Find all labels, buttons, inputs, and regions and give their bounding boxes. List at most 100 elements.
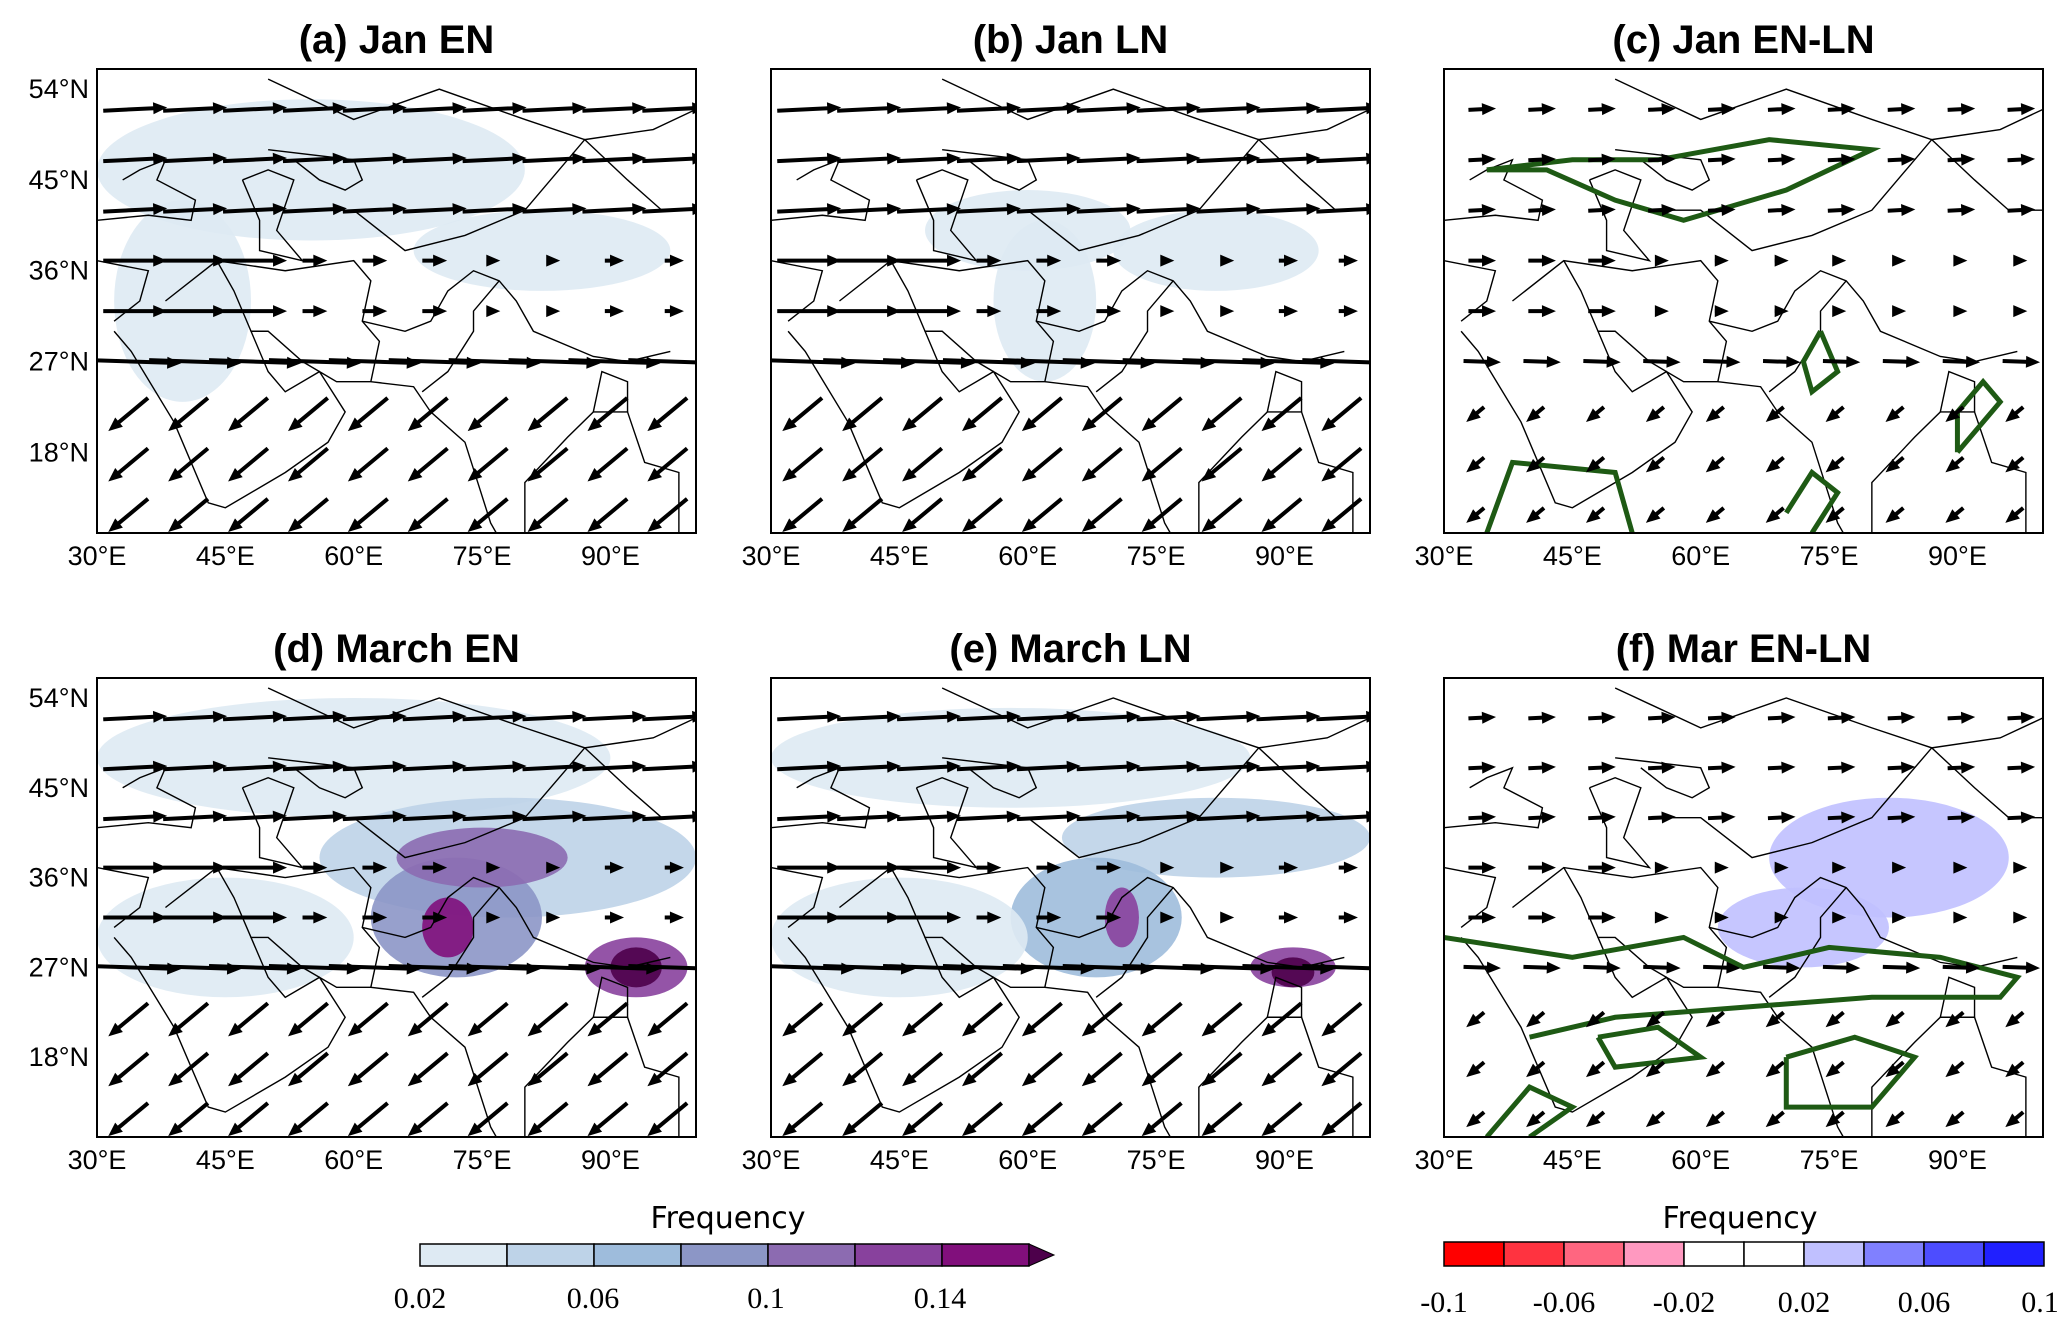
map-frame bbox=[770, 68, 1371, 534]
wind-vector bbox=[1316, 714, 1370, 722]
wind-vector-head bbox=[1825, 458, 1841, 473]
wind-vector-head bbox=[1366, 152, 1370, 165]
wind-vector-head bbox=[1960, 103, 1976, 116]
wind-vector-head bbox=[1721, 761, 1736, 774]
wind-vector-head bbox=[1006, 152, 1021, 165]
lon-tick-label: 90°E bbox=[1928, 1145, 1987, 1175]
wind-vector bbox=[1086, 497, 1123, 529]
contour-line bbox=[1484, 1084, 1578, 1137]
wind-vector-head bbox=[1714, 254, 1729, 267]
wind-vector bbox=[173, 497, 210, 529]
wind-vector bbox=[222, 206, 280, 214]
wind-vector bbox=[966, 446, 1004, 478]
wind-vector-head bbox=[587, 1122, 603, 1137]
wind-vector bbox=[412, 497, 449, 529]
wind-vector bbox=[956, 105, 1014, 113]
wind-vector bbox=[292, 1001, 330, 1033]
wind-vector-head bbox=[1945, 1013, 1960, 1028]
wind-vector-head bbox=[272, 760, 288, 773]
wind-vector bbox=[1146, 396, 1183, 428]
shading-region bbox=[1113, 210, 1319, 291]
wind-vector bbox=[1146, 446, 1183, 478]
wind-vector-head bbox=[512, 710, 527, 723]
wind-vector-head bbox=[1261, 1022, 1277, 1037]
wind-vector-head bbox=[1601, 153, 1616, 166]
wind-vector bbox=[462, 206, 519, 214]
wind-vector bbox=[777, 206, 834, 214]
wind-vector-head bbox=[332, 102, 347, 115]
wind-vector bbox=[342, 714, 399, 722]
wind-vector bbox=[1256, 814, 1313, 822]
wind-vector bbox=[906, 497, 944, 529]
colorbar-title: Frequency bbox=[1663, 1201, 1818, 1236]
wind-vector-head bbox=[1726, 355, 1741, 368]
colorbar-swatch bbox=[1683, 1241, 1745, 1267]
wind-vector-head bbox=[1186, 810, 1201, 823]
wind-vector-head bbox=[1901, 153, 1916, 166]
wind-vector-head bbox=[1021, 1072, 1037, 1087]
wind-vector-head bbox=[168, 417, 183, 432]
wind-vector-head bbox=[1081, 467, 1097, 482]
wind-vector-head bbox=[1246, 810, 1261, 823]
wind-vector-head bbox=[1066, 203, 1081, 216]
wind-vector-head bbox=[1586, 1063, 1601, 1078]
wind-vector-head bbox=[1601, 305, 1616, 318]
wind-vector-head bbox=[1366, 203, 1370, 216]
shading-region bbox=[1271, 957, 1315, 988]
coastline bbox=[216, 260, 252, 332]
wind-vector-head bbox=[168, 1072, 183, 1087]
wind-vector bbox=[522, 714, 579, 722]
wind-vector bbox=[173, 1101, 210, 1133]
wind-vector-head bbox=[1586, 408, 1601, 422]
wind-vector bbox=[232, 1051, 270, 1083]
wind-vector-head bbox=[332, 810, 347, 823]
wind-vector-head bbox=[1885, 1113, 1901, 1128]
wind-vector-head bbox=[1526, 509, 1541, 523]
wind-vector-head bbox=[587, 467, 603, 482]
wind-vector-head bbox=[886, 710, 902, 723]
map-panel: (c) Jan EN-LN 30°E 45°E 60°E 75°E 90°E bbox=[1415, 18, 2044, 571]
wind-vector bbox=[1026, 1051, 1063, 1083]
lat-tick-label: 27°N bbox=[29, 347, 89, 377]
coastline bbox=[1266, 976, 1303, 1018]
wind-vector bbox=[532, 1051, 569, 1083]
wind-vector-head bbox=[1284, 254, 1299, 267]
wind-vector-head bbox=[1261, 1122, 1277, 1137]
wind-vector bbox=[847, 446, 884, 478]
wind-vector-head bbox=[373, 861, 388, 874]
wind-vector-head bbox=[886, 203, 902, 216]
wind-vector-head bbox=[1466, 509, 1481, 523]
wind-vector bbox=[837, 206, 894, 214]
coastline bbox=[915, 169, 979, 262]
wind-vector-head bbox=[1107, 911, 1122, 924]
wind-vector-head bbox=[1141, 417, 1157, 432]
wind-vector bbox=[1026, 396, 1063, 428]
shading-region bbox=[1010, 857, 1182, 978]
wind-vector-head bbox=[407, 1122, 423, 1137]
wind-vector-head bbox=[1107, 861, 1122, 874]
wind-vector-head bbox=[1885, 1063, 1901, 1078]
wind-vector-head bbox=[946, 152, 962, 165]
wind-vector bbox=[1076, 105, 1133, 113]
wind-vector bbox=[582, 764, 639, 772]
colorbar-swatch bbox=[1923, 1241, 1985, 1267]
wind-vector bbox=[966, 396, 1004, 428]
wind-vector-head bbox=[2005, 1013, 2020, 1028]
wind-vector-head bbox=[1160, 254, 1175, 267]
lat-tick-label: 54°N bbox=[29, 683, 89, 713]
cb-label: 0.02 bbox=[1778, 1286, 1831, 1319]
wind-vector-head bbox=[961, 518, 977, 532]
wind-vector-head bbox=[1832, 911, 1847, 924]
lon-tick-label: 45°E bbox=[870, 1145, 929, 1175]
wind-vector-head bbox=[1366, 102, 1370, 115]
wind-vector-head bbox=[332, 760, 347, 773]
wind-vector bbox=[103, 764, 160, 772]
wind-vector-head bbox=[1606, 961, 1621, 974]
lon-tick-label: 75°E bbox=[1800, 541, 1859, 571]
wind-vector-head bbox=[1306, 152, 1321, 165]
wind-vector bbox=[1016, 714, 1073, 722]
lon-tick-label: 90°E bbox=[1928, 541, 1987, 571]
wind-vector-head bbox=[1960, 811, 1976, 824]
wind-vector bbox=[1016, 764, 1073, 772]
wind-vector-head bbox=[1765, 408, 1781, 422]
